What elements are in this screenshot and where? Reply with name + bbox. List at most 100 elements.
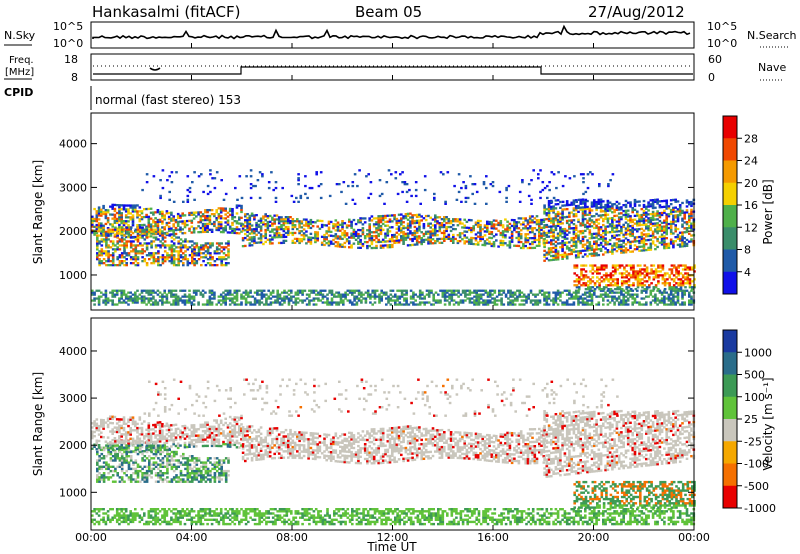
heatmap-cell (608, 242, 612, 246)
heatmap-cell (605, 274, 608, 277)
heatmap-cell (107, 228, 110, 231)
heatmap-cell (334, 235, 338, 238)
heatmap-cell (449, 229, 453, 233)
heatmap-cell (129, 250, 133, 253)
heatmap-cell (577, 280, 581, 283)
heatmap-cell (111, 258, 115, 261)
heatmap-cell (98, 264, 101, 267)
heatmap-cell (329, 240, 333, 243)
heatmap-cell (123, 242, 126, 245)
heatmap-cell (323, 301, 327, 304)
heatmap-cell (464, 289, 467, 292)
heatmap-cell (481, 243, 484, 247)
heatmap-cell (384, 240, 387, 243)
heatmap-cell (104, 213, 108, 216)
heatmap-cell (599, 295, 603, 298)
heatmap-cell (608, 209, 612, 212)
heatmap-cell (656, 299, 659, 302)
heatmap-cell (391, 220, 394, 223)
heatmap-cell (559, 293, 562, 296)
heatmap-cell (172, 217, 175, 220)
heatmap-cell (568, 253, 571, 256)
heatmap-cell (105, 242, 108, 245)
heatmap-cell (168, 175, 171, 178)
heatmap-cell (167, 221, 171, 224)
heatmap-cell (563, 233, 567, 237)
heatmap-cell (486, 295, 490, 298)
heatmap-cell (647, 205, 650, 208)
heatmap-cell (197, 175, 201, 178)
heatmap-cell (636, 228, 639, 231)
heatmap-cell (224, 264, 228, 267)
heatmap-cell (122, 224, 126, 227)
heatmap-cell (656, 230, 659, 233)
heatmap-cell (271, 230, 274, 233)
heatmap-cell (659, 274, 662, 277)
heatmap-cell (504, 230, 507, 233)
heatmap-cell (321, 293, 325, 296)
heatmap-cell (613, 208, 616, 212)
heatmap-cell (422, 225, 426, 228)
freq-unit-label: [MHz] (5, 67, 34, 78)
heatmap-cell (253, 291, 257, 294)
heatmap-cell (240, 210, 243, 214)
heatmap-cell (517, 221, 521, 224)
heatmap-cell (361, 231, 365, 234)
heatmap-cell (476, 219, 480, 222)
heatmap-cell (545, 208, 549, 211)
heatmap-cell (222, 291, 225, 294)
heatmap-cell (251, 295, 255, 298)
heatmap-cell (409, 297, 413, 300)
heatmap-cell (642, 209, 646, 213)
heatmap-cell (195, 242, 199, 245)
heatmap-cell (670, 272, 674, 275)
heatmap-cell (615, 242, 619, 245)
heatmap-cell (116, 256, 119, 259)
heatmap-cell (464, 291, 467, 294)
heatmap-cell (459, 293, 463, 296)
heatmap-cell (547, 225, 551, 228)
heatmap-cell (217, 224, 221, 228)
heatmap-cell (507, 303, 510, 306)
heatmap-cell (457, 301, 460, 304)
heatmap-cell (448, 301, 451, 304)
heatmap-cell (676, 289, 680, 292)
heatmap-cell (657, 280, 660, 283)
heatmap-cell (412, 303, 415, 306)
heatmap-cell (445, 225, 448, 229)
heatmap-cell (640, 217, 644, 221)
heatmap-cell (561, 214, 564, 217)
heatmap-cell (572, 207, 576, 210)
heatmap-cell (393, 235, 396, 238)
heatmap-cell (636, 210, 639, 213)
heatmap-cell (501, 232, 505, 235)
heatmap-cell (363, 240, 367, 244)
heatmap-cell (293, 241, 297, 244)
heatmap-cell (274, 295, 277, 298)
heatmap-cell (372, 235, 376, 238)
heatmap-cell (473, 289, 476, 292)
heatmap-cell (650, 268, 653, 271)
heatmap-cell (335, 301, 338, 304)
heatmap-cell (255, 227, 258, 231)
heatmap-cell (439, 289, 442, 292)
heatmap-cell (556, 236, 560, 239)
heatmap-cell (634, 288, 638, 291)
heatmap-cell (134, 252, 138, 255)
heatmap-cell (314, 235, 317, 238)
heatmap-cell (643, 284, 647, 287)
heatmap-cell (215, 246, 219, 249)
heatmap-cell (623, 280, 626, 283)
heatmap-cell (665, 219, 668, 222)
heatmap-cell (669, 212, 673, 216)
heatmap-cell (400, 229, 403, 232)
heatmap-cell (396, 299, 399, 302)
heatmap-cell (176, 301, 180, 304)
heatmap-cell (235, 299, 239, 302)
heatmap-cell (519, 233, 523, 236)
heatmap-cell (690, 212, 693, 215)
heatmap-cell (504, 234, 507, 237)
heatmap-cell (429, 216, 432, 219)
heatmap-cell (638, 241, 641, 245)
heatmap-cell (588, 237, 592, 240)
